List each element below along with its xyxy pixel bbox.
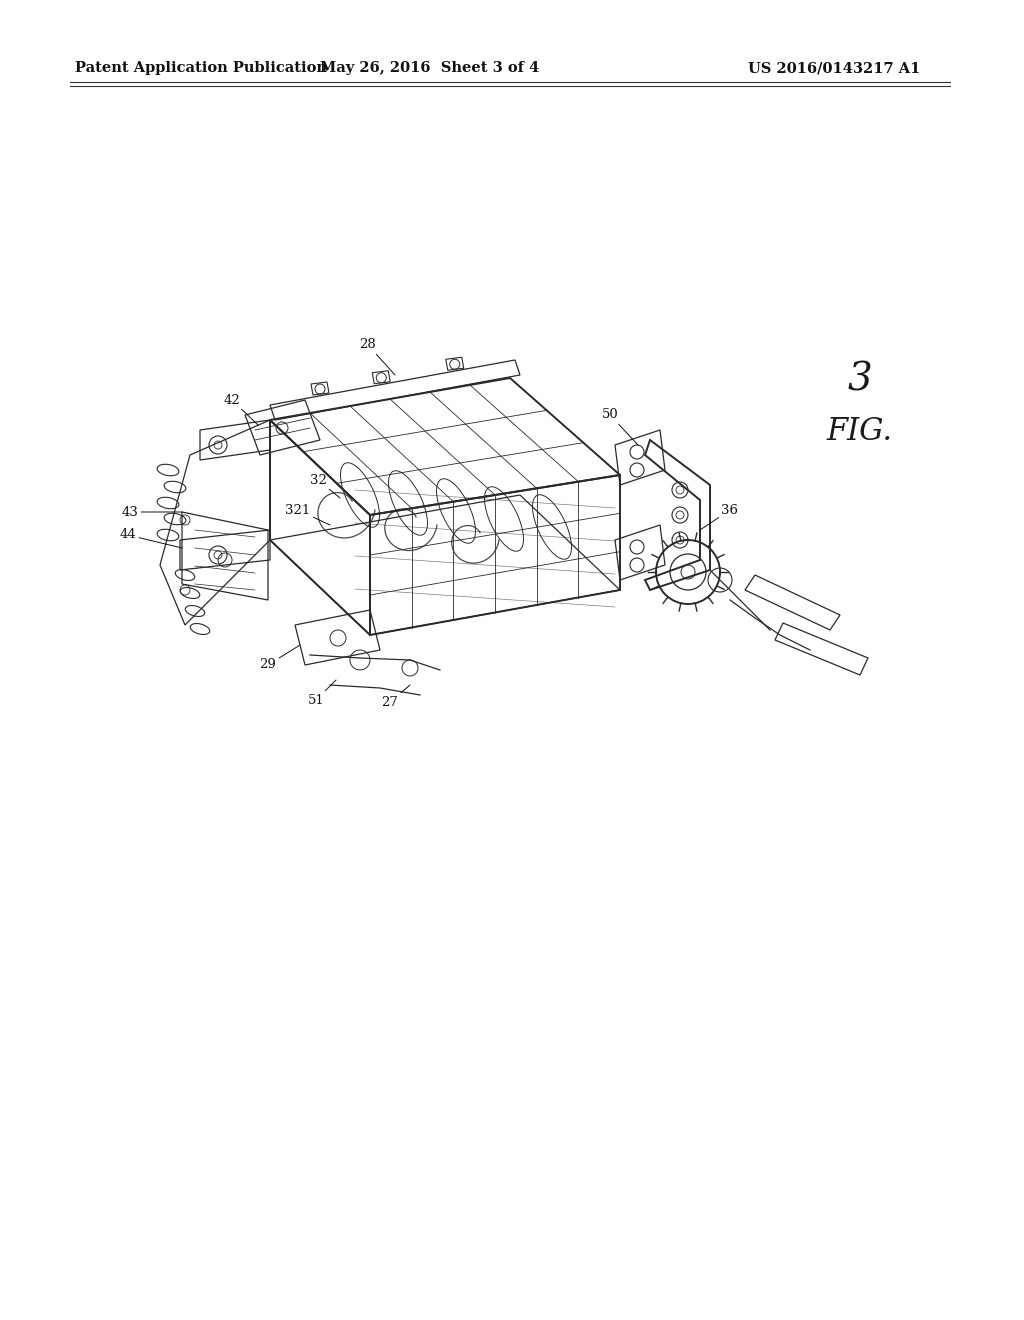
Text: 321: 321 [286, 503, 330, 525]
Text: 50: 50 [602, 408, 638, 445]
Text: Patent Application Publication: Patent Application Publication [75, 61, 327, 75]
Text: US 2016/0143217 A1: US 2016/0143217 A1 [748, 61, 920, 75]
Text: 27: 27 [382, 685, 410, 709]
Text: 32: 32 [309, 474, 340, 498]
Text: 3: 3 [848, 362, 872, 399]
Text: May 26, 2016  Sheet 3 of 4: May 26, 2016 Sheet 3 of 4 [321, 61, 540, 75]
Text: 42: 42 [223, 393, 258, 425]
Text: 51: 51 [307, 680, 336, 706]
Text: 44: 44 [120, 528, 182, 548]
Text: FIG.: FIG. [827, 417, 893, 447]
Text: 36: 36 [700, 503, 738, 531]
Text: 29: 29 [259, 645, 300, 672]
Text: 28: 28 [359, 338, 395, 375]
Text: 43: 43 [122, 506, 182, 519]
